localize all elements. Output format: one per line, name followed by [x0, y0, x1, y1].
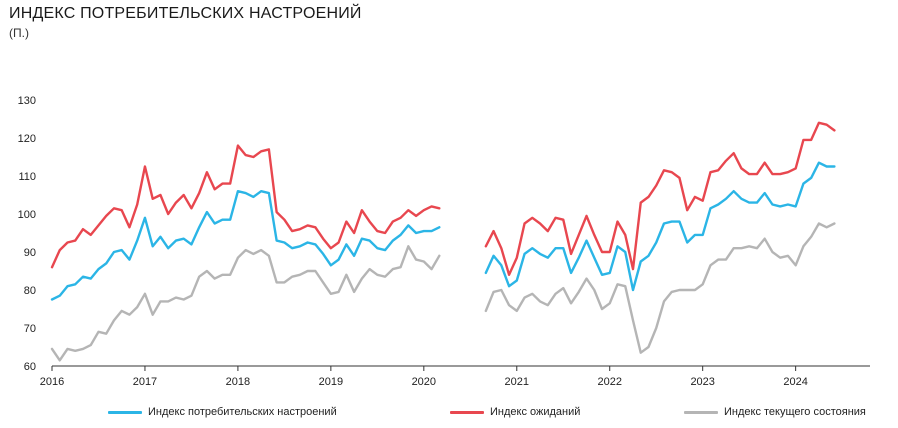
x-tick-label: 2023: [690, 376, 714, 388]
y-axis: 60 70 80 90 100 110 120 130: [18, 95, 36, 373]
series-line-0-segment-1: [484, 161, 836, 292]
x-tick-label: 2018: [226, 376, 250, 388]
legend-swatch-sentiment: [108, 410, 142, 414]
chart-unit-label: (П.): [9, 26, 29, 40]
series-line-2-segment-1: [484, 222, 836, 354]
legend-swatch-current: [684, 410, 718, 414]
series-line-0-segment-0: [50, 189, 441, 301]
y-tick-label: 120: [18, 133, 36, 145]
legend-item-expectations: Индекс ожиданий: [450, 406, 580, 418]
legend-swatch-expectations: [450, 410, 484, 414]
chart-legend: Индекс потребительских настроений Индекс…: [0, 406, 898, 424]
y-tick-label: 80: [24, 285, 36, 297]
x-tick-label: 2022: [597, 376, 621, 388]
x-tick-label: 2024: [783, 376, 807, 388]
legend-item-current: Индекс текущего состояния: [684, 406, 866, 418]
legend-label-current: Индекс текущего состояния: [724, 406, 866, 418]
line-chart: 60 70 80 90 100 110 120 130 2016 2017 2018 2019 202…: [18, 95, 870, 388]
y-tick-label: 100: [18, 209, 36, 221]
legend-label-sentiment: Индекс потребительских настроений: [148, 406, 337, 418]
y-tick-label: 110: [18, 171, 36, 183]
x-tick-label: 2016: [40, 376, 64, 388]
y-tick-label: 90: [24, 247, 36, 259]
series-line-2-segment-0: [50, 245, 441, 362]
x-tick-label: 2019: [319, 376, 343, 388]
legend-label-expectations: Индекс ожиданий: [490, 406, 581, 418]
chart-title: ИНДЕКС ПОТРЕБИТЕЛЬСКИХ НАСТРОЕНИЙ: [9, 5, 362, 22]
series-line-1-segment-0: [50, 144, 441, 269]
y-tick-label: 60: [24, 361, 36, 373]
x-tick-label: 2020: [412, 376, 436, 388]
x-tick-label: 2017: [133, 376, 157, 388]
legend-item-sentiment: Индекс потребительских настроений: [108, 406, 337, 418]
series-lines: [50, 121, 836, 362]
series-line-1-segment-1: [484, 121, 836, 276]
x-tick-label: 2021: [505, 376, 529, 388]
y-tick-label: 130: [18, 95, 36, 107]
x-axis: 2016 2017 2018 2019 2020 2021 2022 2023 2024: [40, 365, 870, 388]
y-tick-label: 70: [24, 323, 36, 335]
